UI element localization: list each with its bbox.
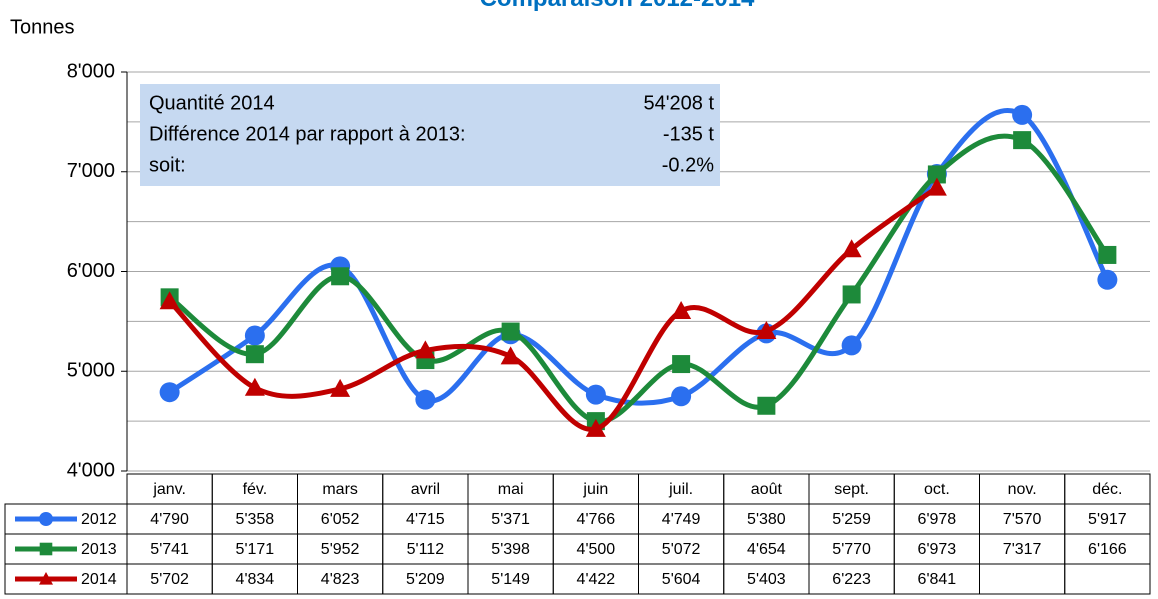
marker bbox=[841, 239, 862, 258]
annotation-value: -135 t bbox=[663, 123, 715, 145]
table-cell bbox=[1064, 563, 1151, 595]
marker bbox=[1013, 131, 1032, 150]
marker bbox=[415, 340, 436, 359]
marker bbox=[757, 396, 776, 415]
legend-marker bbox=[39, 512, 53, 526]
marker bbox=[1098, 245, 1117, 264]
marker bbox=[244, 377, 265, 396]
data-label: 6'166 bbox=[1088, 541, 1127, 558]
data-label: 4'766 bbox=[577, 511, 616, 528]
data-label: 5'072 bbox=[662, 541, 701, 558]
data-label: 7'570 bbox=[1003, 511, 1042, 528]
data-label: 4'500 bbox=[577, 541, 616, 558]
data-label: 6'052 bbox=[321, 511, 360, 528]
annotation-label: Différence 2014 par rapport à 2013: bbox=[149, 123, 466, 145]
x-tick-label: nov. bbox=[1008, 481, 1037, 498]
data-label: 4'823 bbox=[321, 571, 360, 588]
x-tick-label: avril bbox=[411, 481, 440, 498]
y-tick-label: 7'000 bbox=[67, 160, 115, 182]
series bbox=[159, 177, 947, 437]
data-label: 5'149 bbox=[491, 571, 530, 588]
data-label: 6'841 bbox=[918, 571, 957, 588]
data-label: 4'715 bbox=[406, 511, 445, 528]
marker bbox=[842, 285, 861, 304]
data-label: 5'259 bbox=[832, 511, 871, 528]
annotation-label: soit: bbox=[149, 154, 186, 176]
annotation-value: 54'208 t bbox=[643, 92, 714, 114]
x-tick-label: janv. bbox=[152, 481, 186, 498]
data-label: 4'790 bbox=[150, 511, 189, 528]
data-label: 4'654 bbox=[747, 541, 786, 558]
marker bbox=[671, 386, 692, 407]
x-tick-label: mai bbox=[498, 481, 524, 498]
data-label: 5'380 bbox=[747, 511, 786, 528]
marker bbox=[585, 384, 606, 405]
data-label: 5'403 bbox=[747, 571, 786, 588]
data-label: 5'952 bbox=[321, 541, 360, 558]
data-label: 5'702 bbox=[150, 571, 189, 588]
y-tick-label: 6'000 bbox=[67, 260, 115, 282]
data-label: 5'112 bbox=[407, 541, 445, 558]
marker bbox=[756, 321, 777, 340]
marker bbox=[330, 378, 351, 397]
marker bbox=[500, 346, 521, 365]
line bbox=[167, 185, 939, 432]
marker bbox=[415, 389, 436, 410]
data-label: 6'973 bbox=[918, 541, 957, 558]
y-tick-label: 5'000 bbox=[67, 360, 115, 382]
x-tick-label: oct. bbox=[924, 481, 950, 498]
data-label: 6'223 bbox=[832, 571, 871, 588]
data-label: 5'371 bbox=[491, 511, 530, 528]
x-tick-label: août bbox=[751, 481, 783, 498]
data-label: 5'604 bbox=[662, 571, 701, 588]
x-tick-label: fév. bbox=[243, 481, 268, 498]
y-tick-label: 8'000 bbox=[67, 60, 115, 82]
x-tick-label: mars bbox=[322, 481, 358, 498]
legend-label: 2014 bbox=[81, 571, 117, 588]
marker bbox=[245, 345, 264, 364]
marker bbox=[501, 322, 520, 341]
marker bbox=[1097, 269, 1118, 290]
chart-title: Comparaison 2012-2014 bbox=[480, 0, 755, 12]
y-axis-label: Tonnes bbox=[10, 16, 75, 38]
x-tick-label: déc. bbox=[1092, 481, 1122, 498]
data-label: 6'978 bbox=[918, 511, 957, 528]
marker bbox=[672, 355, 691, 374]
data-label: 5'741 bbox=[150, 541, 189, 558]
data-label: 4'422 bbox=[577, 571, 616, 588]
marker bbox=[331, 267, 350, 286]
data-table: janv. fév. mars avril mai juin juil. août sept. o… bbox=[4, 473, 1151, 595]
data-label: 5'770 bbox=[832, 541, 871, 558]
data-label: 5'917 bbox=[1088, 511, 1127, 528]
annotation-box bbox=[140, 84, 720, 186]
x-tick-label: juil. bbox=[668, 481, 693, 498]
data-label: 5'398 bbox=[491, 541, 530, 558]
data-label: 5'358 bbox=[236, 511, 275, 528]
x-tick-label: sept. bbox=[834, 481, 869, 498]
marker bbox=[927, 165, 946, 184]
marker bbox=[159, 382, 180, 403]
marker bbox=[671, 301, 692, 320]
data-label: 5'209 bbox=[406, 571, 445, 588]
annotation-label: Quantité 2014 bbox=[149, 92, 275, 114]
data-label: 4'749 bbox=[662, 511, 701, 528]
marker bbox=[159, 291, 180, 310]
series bbox=[160, 131, 1117, 431]
data-label: 7'317 bbox=[1003, 541, 1042, 558]
marker bbox=[1012, 104, 1033, 125]
legend-marker bbox=[39, 572, 53, 585]
marker bbox=[841, 335, 862, 356]
legend-label: 2013 bbox=[81, 541, 117, 558]
marker bbox=[585, 418, 606, 437]
x-tick-label: juin bbox=[582, 481, 608, 498]
data-label: 4'834 bbox=[236, 571, 275, 588]
legend-marker bbox=[39, 542, 53, 556]
data-label: 5'171 bbox=[236, 541, 275, 558]
annotation-value: -0.2% bbox=[662, 154, 714, 176]
marker bbox=[926, 177, 947, 196]
legend-label: 2012 bbox=[81, 511, 117, 528]
y-tick-label: 4'000 bbox=[67, 459, 115, 481]
marker bbox=[244, 325, 265, 346]
